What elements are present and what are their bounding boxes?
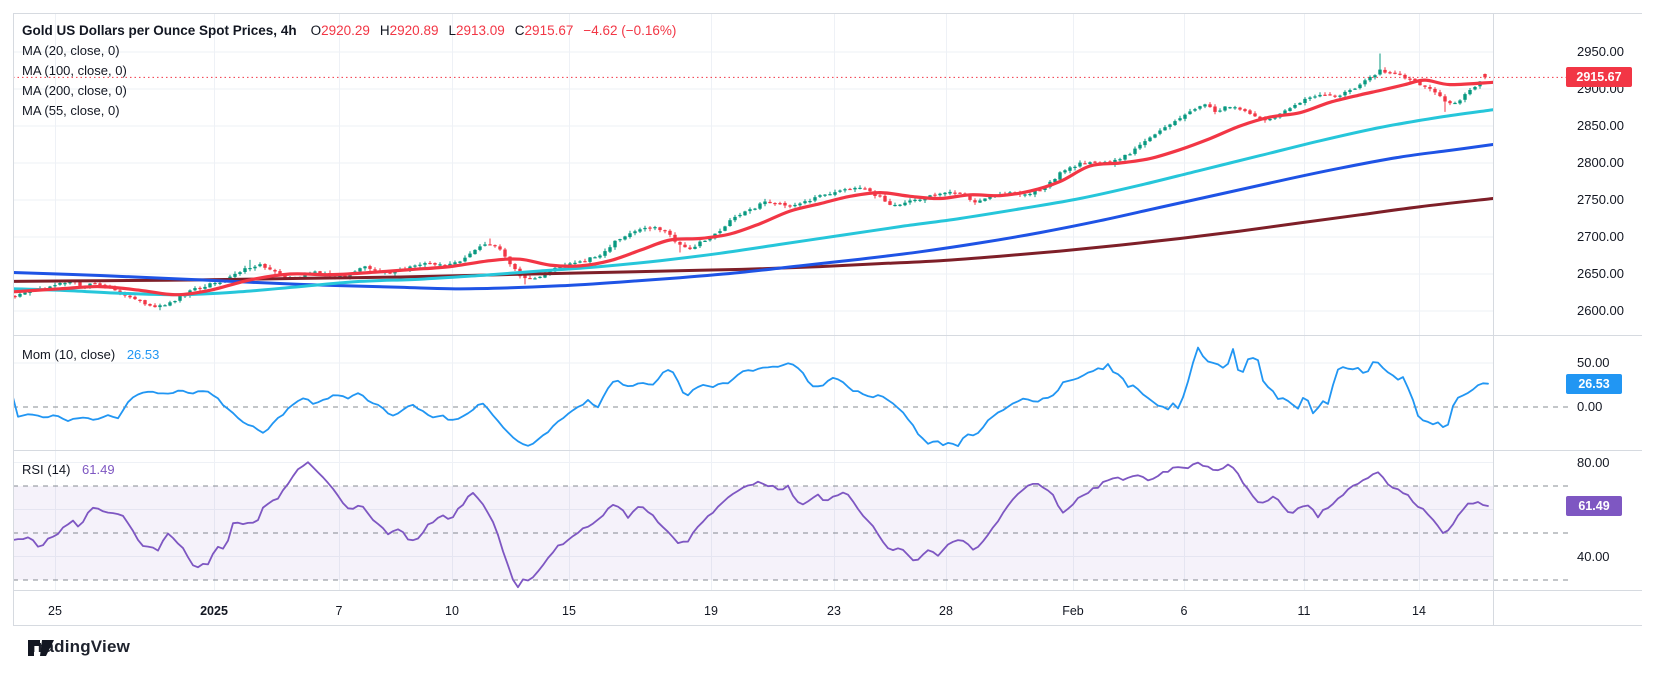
price-scale[interactable]: 2915.67 26.53 61.49 2950.00 2900.00 2850.0… bbox=[1493, 0, 1654, 625]
symbol-header[interactable]: Gold US Dollars per Ounce Spot Prices, 4… bbox=[22, 21, 676, 39]
rsi-scale-label: 40.00 bbox=[1577, 548, 1610, 564]
ma-line-20 bbox=[13, 78, 1493, 297]
momentum-value-badge: 26.53 bbox=[1566, 373, 1622, 394]
legend-ma-100[interactable]: MA (100, close, 0) bbox=[22, 63, 127, 78]
price-scale-label: 2600.00 bbox=[1577, 303, 1624, 318]
ma-overlays bbox=[13, 78, 1493, 297]
time-axis-label: 15 bbox=[562, 604, 576, 618]
time-axis-label: 11 bbox=[1297, 604, 1311, 618]
time-axis-label: 23 bbox=[827, 604, 841, 618]
ohlc-close: C2915.67 bbox=[514, 22, 574, 38]
ohlc-low: L2913.09 bbox=[448, 22, 505, 38]
rsi-series bbox=[13, 461, 1489, 589]
momentum-value: 26.53 bbox=[126, 347, 160, 362]
rsi-label: RSI (14) bbox=[22, 462, 71, 477]
gridlines bbox=[13, 13, 1493, 590]
momentum-scale-label: 50.00 bbox=[1577, 355, 1610, 370]
momentum-scale-label: 0.00 bbox=[1577, 399, 1603, 414]
time-axis-label: 10 bbox=[445, 604, 459, 618]
price-scale-label: 2750.00 bbox=[1577, 192, 1624, 207]
price-change: −4.62 (−0.16%) bbox=[583, 22, 677, 38]
rsi-legend[interactable]: RSI (14) 61.49 bbox=[22, 461, 115, 479]
time-axis-label: 19 bbox=[704, 604, 718, 618]
legend-ma-20[interactable]: MA (20, close, 0) bbox=[22, 43, 120, 58]
ohlc-open: O2920.29 bbox=[310, 22, 370, 38]
momentum-label: Mom (10, close) bbox=[22, 347, 116, 362]
symbol-title: Gold US Dollars per Ounce Spot Prices, 4… bbox=[22, 22, 297, 38]
tradingview-logo[interactable]: TradingView bbox=[28, 637, 130, 657]
tradingview-logo-icon bbox=[28, 640, 54, 656]
time-scale[interactable]: 25 2025 7 10 15 19 23 28 Feb 6 11 14 bbox=[0, 590, 1493, 625]
price-scale-label: 2950.00 bbox=[1577, 44, 1624, 59]
rsi-scale-label: 80.00 bbox=[1577, 454, 1610, 470]
price-scale-label: 2800.00 bbox=[1577, 155, 1624, 170]
ohlc-high: H2920.89 bbox=[379, 22, 439, 38]
momentum-legend[interactable]: Mom (10, close) 26.53 bbox=[22, 346, 159, 364]
time-axis-label: 2025 bbox=[200, 604, 228, 618]
tradingview-logo-text: TradingView bbox=[28, 637, 131, 656]
time-axis-label: 28 bbox=[939, 604, 953, 618]
price-scale-label: 2650.00 bbox=[1577, 266, 1624, 281]
legend-ma-55[interactable]: MA (55, close, 0) bbox=[22, 103, 120, 118]
ma-line-100 bbox=[13, 143, 1493, 291]
candlestick-series bbox=[13, 53, 1487, 311]
time-axis-label: 25 bbox=[48, 604, 62, 618]
ma-line-55 bbox=[13, 108, 1493, 297]
time-axis-label: 7 bbox=[335, 604, 343, 618]
time-axis-label: Feb bbox=[1062, 604, 1084, 618]
last-price-badge: 2915.67 bbox=[1566, 67, 1632, 88]
ma-line-200 bbox=[13, 197, 1493, 283]
price-scale-label: 2700.00 bbox=[1577, 229, 1624, 244]
time-axis-label: 14 bbox=[1412, 604, 1426, 618]
time-axis-label: 6 bbox=[1180, 604, 1188, 618]
pane-borders bbox=[13, 13, 1642, 626]
rsi-value: 61.49 bbox=[82, 462, 115, 477]
price-scale-label: 2850.00 bbox=[1577, 118, 1624, 133]
momentum-series bbox=[13, 346, 1489, 447]
legend-ma-200[interactable]: MA (200, close, 0) bbox=[22, 83, 127, 98]
rsi-value-badge: 61.49 bbox=[1566, 495, 1622, 516]
